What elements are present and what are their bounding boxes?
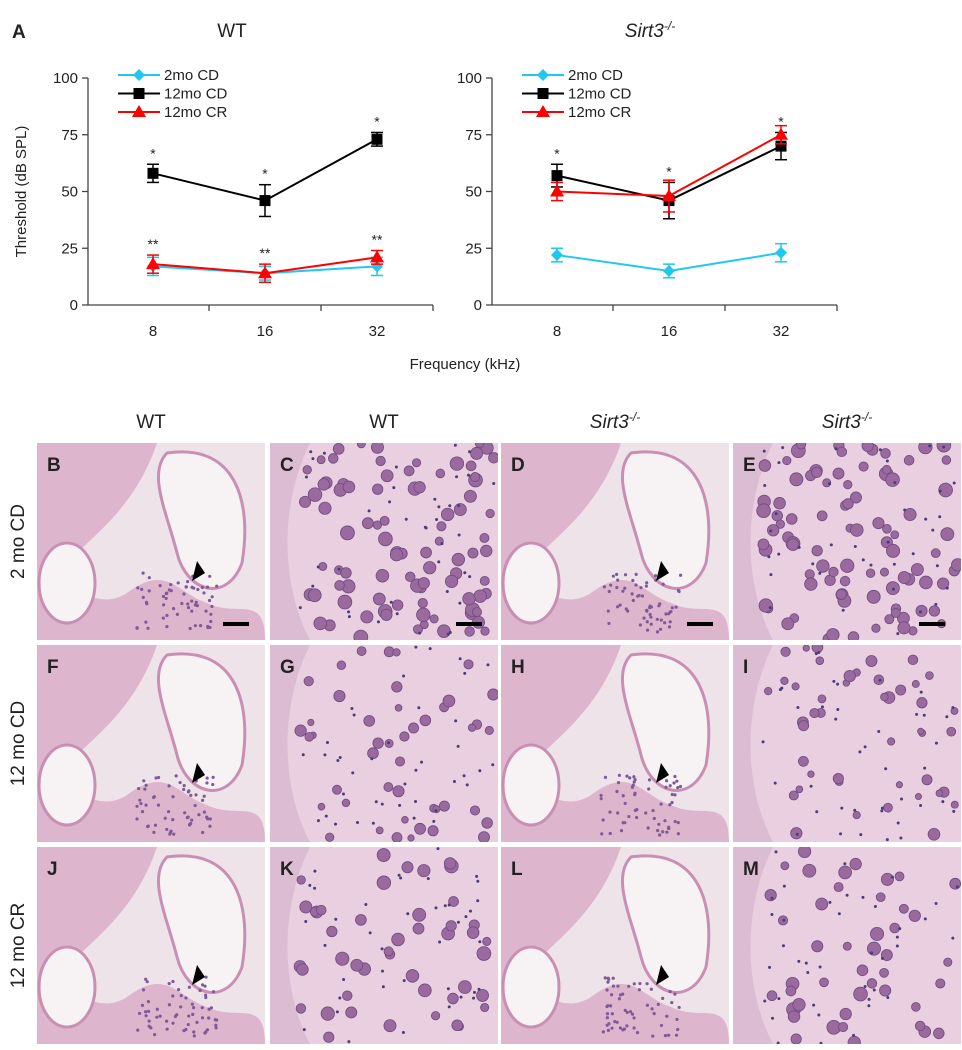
legend-marker (132, 105, 146, 117)
legend-marker (537, 88, 549, 99)
row-label: 12 mo CD (8, 701, 29, 787)
y-tick-label: 100 (457, 70, 482, 87)
significance-label: * (666, 163, 672, 179)
data-point (551, 170, 563, 182)
panel-label: E (743, 455, 756, 476)
x-tick-label: 8 (553, 323, 561, 340)
y-tick-label: 100 (53, 70, 78, 87)
y-tick-label: 0 (70, 297, 78, 314)
data-point (550, 184, 564, 197)
y-tick-label: 50 (465, 184, 482, 201)
data-point (551, 249, 563, 262)
data-point (146, 257, 160, 270)
arrowhead (656, 965, 669, 985)
y-tick-label: 0 (474, 297, 482, 314)
y-tick-label: 75 (465, 127, 482, 144)
histology-image: L (501, 847, 729, 1044)
panel-label: C (280, 455, 294, 476)
histology-image: C (270, 443, 498, 640)
panel-label: G (280, 657, 295, 678)
panel-label: F (47, 657, 59, 678)
panel-label: J (47, 859, 58, 880)
arrowhead (656, 561, 669, 581)
x-tick-label: 16 (661, 323, 678, 340)
x-tick-label: 8 (149, 323, 157, 340)
legend-marker (536, 105, 550, 117)
significance-label: * (554, 145, 560, 161)
data-point (259, 195, 271, 207)
legend-label: 2mo CD (164, 67, 219, 84)
legend-marker (133, 88, 145, 99)
column-header: Sirt3-/- (590, 410, 640, 433)
histology-image: I (733, 645, 961, 842)
scale-bar (919, 622, 945, 626)
histology-image: K (270, 847, 498, 1044)
legend-label: 2mo CD (568, 67, 623, 84)
histology-image: J (37, 847, 265, 1044)
arrowhead (192, 965, 205, 985)
histology-image: D (501, 443, 729, 640)
x-tick-label: 16 (257, 323, 274, 340)
arrowhead (656, 763, 669, 783)
y-axis-label: Threshold (dB SPL) (13, 126, 30, 258)
row-label: 2 mo CD (8, 504, 29, 579)
data-point (147, 167, 159, 179)
row-label: 12 mo CR (8, 903, 29, 989)
data-point (775, 140, 787, 152)
chart-title: Sirt3-/- (625, 19, 675, 42)
chart-title: WT (217, 21, 247, 42)
y-tick-label: 75 (61, 127, 78, 144)
histology-image: E (733, 443, 961, 640)
significance-label: * (150, 145, 156, 161)
significance-label: ** (148, 236, 159, 252)
arrowhead (192, 561, 205, 581)
panel-label: I (743, 657, 748, 678)
panel-label: M (743, 859, 759, 880)
x-tick-label: 32 (773, 323, 790, 340)
scale-bar (223, 622, 249, 626)
data-point (775, 246, 787, 259)
significance-label: ** (260, 245, 271, 261)
significance-label: * (778, 113, 784, 129)
panel-label: D (511, 455, 525, 476)
data-point (663, 264, 675, 277)
legend-marker (537, 69, 549, 81)
y-tick-label: 25 (465, 240, 482, 257)
data-point (774, 127, 788, 140)
legend-label: 12mo CD (568, 86, 632, 103)
y-tick-label: 50 (61, 184, 78, 201)
data-point (370, 250, 384, 263)
significance-label: * (374, 113, 380, 129)
column-header: WT (136, 412, 166, 433)
legend-label: 12mo CR (568, 104, 632, 121)
x-axis-label: Frequency (kHz) (410, 356, 521, 373)
legend-label: 12mo CR (164, 104, 228, 121)
scale-bar (687, 622, 713, 626)
histology-image: F (37, 645, 265, 842)
scale-bar (456, 622, 482, 626)
panel-label: A (12, 22, 26, 43)
histology-image: H (501, 645, 729, 842)
data-point (258, 266, 272, 279)
panel-label: K (280, 859, 294, 880)
legend-marker (133, 69, 145, 81)
arrowhead (192, 763, 205, 783)
significance-label: * (262, 166, 268, 182)
column-header: WT (369, 412, 399, 433)
significance-label: ** (372, 232, 383, 248)
histology-image: M (733, 847, 961, 1044)
data-point (371, 133, 383, 145)
column-header: Sirt3-/- (822, 410, 872, 433)
x-tick-label: 32 (369, 323, 386, 340)
y-tick-label: 25 (61, 240, 78, 257)
panel-label: B (47, 455, 61, 476)
histology-image: B (37, 443, 265, 640)
panel-label: L (511, 859, 523, 880)
panel-label: H (511, 657, 525, 678)
data-point (662, 189, 676, 202)
histology-image: G (270, 645, 498, 842)
legend-label: 12mo CD (164, 86, 228, 103)
